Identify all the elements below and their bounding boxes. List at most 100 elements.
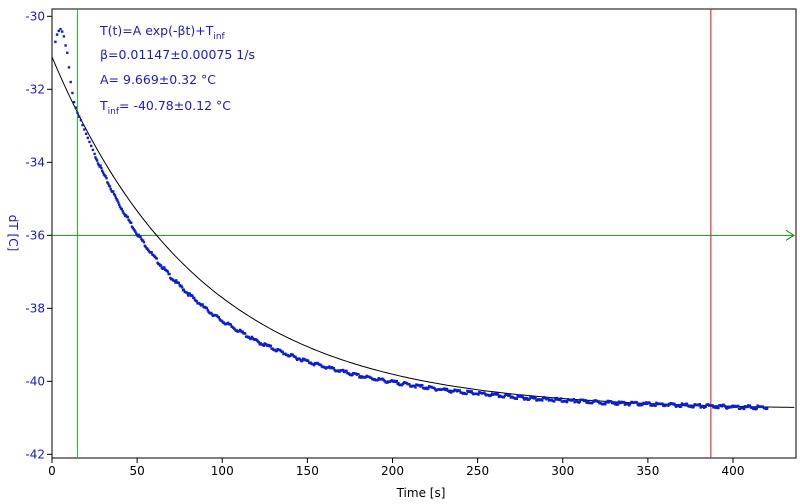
- data-point: [217, 316, 220, 319]
- data-point: [100, 166, 103, 170]
- data-point: [109, 187, 112, 191]
- data-point: [97, 163, 100, 167]
- data-point: [120, 207, 123, 211]
- data-point: [117, 201, 120, 204]
- fit-formula: T(t)=A exp(-βt)+Tinf: [99, 23, 226, 42]
- y-tick-label: -32: [25, 82, 45, 96]
- data-point: [641, 403, 644, 406]
- data-point: [81, 123, 84, 127]
- y-tick-label: -42: [25, 447, 45, 461]
- data-point: [210, 313, 214, 316]
- data-point: [654, 404, 657, 407]
- data-point: [559, 397, 563, 400]
- data-point: [421, 384, 424, 387]
- data-point: [295, 357, 298, 360]
- data-point: [67, 66, 71, 69]
- data-point: [351, 373, 354, 376]
- data-point: [413, 384, 416, 388]
- data-point: [116, 199, 119, 202]
- data-point: [140, 237, 143, 241]
- data-point: [597, 400, 600, 403]
- data-point: [78, 115, 81, 118]
- data-point: [678, 404, 681, 407]
- data-point: [141, 239, 145, 242]
- data-point: [433, 387, 437, 391]
- data-point: [54, 40, 57, 44]
- data-point: [748, 404, 752, 407]
- data-point: [607, 401, 610, 404]
- data-point: [244, 332, 247, 335]
- data-point: [72, 100, 76, 104]
- data-point: [66, 51, 69, 54]
- data-point: [86, 136, 89, 140]
- data-point: [115, 198, 118, 201]
- data-point: [131, 226, 135, 229]
- data-point: [521, 395, 524, 399]
- data-point: [71, 91, 74, 95]
- data-point: [158, 263, 161, 266]
- data-point: [69, 80, 72, 84]
- data-point: [188, 292, 192, 295]
- data-point: [628, 404, 631, 407]
- data-point: [96, 162, 100, 165]
- data-point: [307, 359, 310, 362]
- data-point: [76, 111, 79, 115]
- data-point: [147, 248, 150, 252]
- y-tick-label: -34: [25, 155, 45, 169]
- data-point: [83, 128, 86, 131]
- x-tick-label: 0: [48, 464, 56, 478]
- data-point: [477, 393, 480, 396]
- data-point: [267, 343, 271, 347]
- data-point: [104, 175, 107, 178]
- data-point: [114, 196, 117, 199]
- data-point: [483, 391, 486, 394]
- data-point: [59, 27, 62, 31]
- y-tick-label: -40: [25, 374, 45, 388]
- data-point: [142, 241, 146, 244]
- x-tick-label: 100: [211, 464, 234, 478]
- data-point: [205, 306, 209, 310]
- data-point: [105, 177, 108, 180]
- data-point: [101, 171, 105, 174]
- data-point: [187, 294, 190, 297]
- data-point: [289, 354, 292, 357]
- data-point: [673, 404, 677, 407]
- data-point: [452, 389, 455, 393]
- data-point: [565, 400, 569, 404]
- data-point: [765, 407, 769, 410]
- data-point: [101, 169, 104, 172]
- data-point: [470, 390, 473, 393]
- data-point: [108, 185, 112, 188]
- data-point: [397, 382, 400, 385]
- data-point: [661, 402, 664, 405]
- data-point: [163, 266, 166, 269]
- data-point: [622, 400, 626, 404]
- fit-tinf: Tinf= -40.78±0.12 °C: [99, 98, 231, 117]
- x-tick-label: 350: [636, 464, 659, 478]
- data-point: [134, 230, 137, 233]
- fit-amplitude: A= 9.669±0.32 °C: [100, 72, 216, 87]
- data-point: [257, 341, 261, 344]
- data-point: [144, 245, 147, 248]
- data-point: [704, 405, 707, 408]
- data-point: [528, 397, 531, 400]
- data-point: [121, 210, 124, 213]
- fit-annotation: T(t)=A exp(-βt)+Tinf β=0.01147±0.00075 1…: [99, 23, 255, 117]
- data-point: [136, 235, 140, 238]
- data-point: [395, 379, 398, 383]
- y-tick-label: -36: [25, 228, 45, 242]
- data-point: [572, 398, 575, 401]
- data-point: [584, 399, 587, 402]
- data-point: [95, 157, 98, 161]
- horizontal-cursor-arrow: [785, 229, 795, 241]
- data-point: [168, 272, 171, 276]
- data-point: [673, 402, 676, 405]
- data-point: [275, 349, 278, 353]
- data-point: [198, 302, 202, 306]
- data-point: [724, 405, 727, 408]
- data-point: [553, 400, 556, 403]
- x-tick-label: 200: [381, 464, 404, 478]
- data-point: [450, 391, 453, 394]
- data-point: [99, 164, 102, 167]
- y-axis-label: dT [C]: [6, 215, 20, 252]
